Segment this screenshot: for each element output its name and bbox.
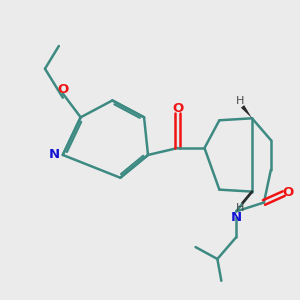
Text: O: O — [57, 83, 68, 96]
Text: H: H — [236, 96, 244, 106]
Text: O: O — [283, 186, 294, 199]
Text: N: N — [231, 212, 242, 224]
Text: N: N — [49, 148, 60, 161]
Text: O: O — [172, 102, 183, 116]
Text: H: H — [236, 203, 244, 213]
Polygon shape — [241, 105, 252, 118]
